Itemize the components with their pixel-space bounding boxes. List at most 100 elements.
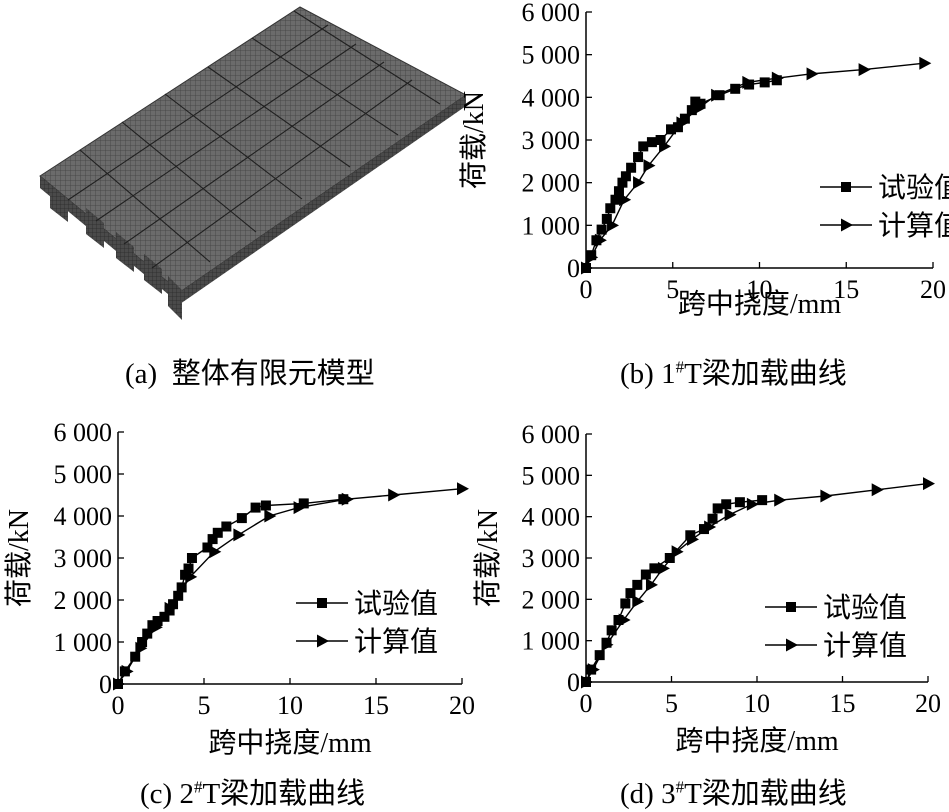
fe-model-image <box>39 6 467 320</box>
data-point-square <box>626 162 637 173</box>
data-point-square <box>601 213 612 224</box>
data-point-triangle-right <box>643 159 656 173</box>
data-point-square <box>180 569 191 580</box>
data-point-triangle-right <box>185 570 198 584</box>
caption-b-text: T梁加载曲线 <box>684 358 847 390</box>
data-point-square <box>698 524 709 535</box>
data-point-triangle-right <box>388 488 401 502</box>
y-tick-label: 1 000 <box>54 628 113 657</box>
data-point-triangle-right <box>806 67 819 81</box>
data-point-triangle-right <box>633 176 646 190</box>
y-tick-label: 6 000 <box>522 420 581 449</box>
data-point-triangle-right <box>457 482 469 496</box>
caption-d-num: 3 <box>661 778 676 810</box>
data-point-square <box>298 498 309 509</box>
x-tick-label: 15 <box>363 691 389 720</box>
y-tick-label: 2 000 <box>522 585 581 614</box>
x-tick-label: 5 <box>665 689 678 718</box>
data-point-square <box>655 135 666 145</box>
y-tick-label: 4 000 <box>522 83 581 112</box>
data-point-square <box>633 152 644 163</box>
legend-label: 计算值 <box>823 630 907 662</box>
y-tick-label: 5 000 <box>54 460 113 489</box>
y-tick-label: 3 000 <box>522 126 581 155</box>
data-point-triangle-right <box>121 664 134 678</box>
caption-b-label: (b) <box>620 358 654 390</box>
y-tick-label: 5 000 <box>522 461 581 490</box>
x-axis-label: 跨中挠度/mm <box>208 727 372 759</box>
y-tick-label: 1 000 <box>522 211 581 240</box>
data-point-square <box>759 77 770 88</box>
caption-a-label: (a) <box>125 358 158 390</box>
data-point-triangle-right <box>657 561 670 575</box>
data-point-square <box>594 650 605 661</box>
series-line-triangle-right <box>585 482 929 683</box>
data-point-square <box>620 171 631 182</box>
caption-c-sup: # <box>193 777 203 797</box>
data-point-triangle-right <box>587 663 600 677</box>
data-point-square <box>686 105 697 116</box>
caption-c: (c) 2#T梁加载曲线 <box>140 770 365 812</box>
data-point-triangle-right <box>871 483 884 497</box>
data-point-triangle-right <box>264 509 277 523</box>
legend-label: 计算值 <box>354 626 438 658</box>
data-point-triangle-right <box>150 620 163 634</box>
x-tick-label: 20 <box>915 689 941 718</box>
legend-marker-square <box>841 182 851 192</box>
data-point-triangle-right <box>771 71 784 85</box>
data-point-square <box>625 588 636 599</box>
data-point-square <box>596 224 607 235</box>
data-point-triangle-right <box>607 218 620 232</box>
caption-c-num: 2 <box>179 778 194 810</box>
data-point-triangle-right <box>687 532 700 546</box>
data-point-square <box>250 502 261 513</box>
data-point-triangle-right <box>671 545 684 559</box>
data-point-square <box>620 598 631 609</box>
caption-d: (d) 3#T梁加载曲线 <box>620 770 847 812</box>
y-tick-label: 6 000 <box>522 0 581 27</box>
caption-c-text: T梁加载曲线 <box>202 778 366 810</box>
caption-d-sup: # <box>675 777 685 797</box>
y-tick-label: 4 000 <box>54 502 113 531</box>
chart-d: 0 1 000 2 000 3 000 4 000 5 000 6 000 0 5 10 15 20 跨… <box>472 420 941 757</box>
data-point-square <box>186 553 197 563</box>
legend-label: 试验值 <box>878 172 949 204</box>
data-point-triangle-right <box>164 601 177 615</box>
data-point-square <box>159 611 170 622</box>
data-point-triangle-right <box>135 641 148 655</box>
y-tick-label: 0 <box>567 668 580 697</box>
data-point-triangle-right <box>209 545 222 559</box>
data-point-triangle-right <box>746 497 759 511</box>
series-line-triangle-right <box>585 62 925 269</box>
y-tick-label: 0 <box>567 254 580 283</box>
legend-label: 试验值 <box>823 592 907 624</box>
data-point-square <box>221 521 232 532</box>
caption-b-num: 1 <box>661 358 676 390</box>
data-point-triangle-right <box>594 233 607 247</box>
data-point-triangle-right <box>923 477 935 491</box>
data-point-triangle-right <box>233 528 246 542</box>
chart-c: 0 1 000 2 000 3 000 4 000 5 000 6 000 0 5 10 15 20 跨… <box>3 418 475 759</box>
x-tick-label: 20 <box>449 691 475 720</box>
data-point-triangle-right <box>293 501 306 515</box>
data-point-square <box>632 579 643 590</box>
x-tick-label: 15 <box>833 275 859 304</box>
data-point-square <box>707 513 718 524</box>
data-point-triangle-right <box>919 56 932 70</box>
data-point-square <box>610 194 621 205</box>
data-point-square <box>617 177 628 188</box>
chart-b: 0 1 000 2 000 3 000 4 000 5 000 6 000 0 5 10 15 20 跨… <box>458 0 949 320</box>
data-point-square <box>640 569 651 580</box>
series-line-square <box>585 499 763 683</box>
data-point-triangle-right <box>820 489 833 503</box>
x-axis-label: 跨中挠度/mm <box>675 725 839 757</box>
y-tick-label: 2 000 <box>54 586 113 615</box>
data-point-square <box>137 637 148 647</box>
legend-label: 试验值 <box>354 588 438 620</box>
data-point-triangle-right <box>704 520 717 534</box>
data-point-square <box>613 186 624 197</box>
data-point-square <box>695 98 706 109</box>
x-tick-label: 20 <box>920 275 946 304</box>
caption-a-text: 整体有限元模型 <box>171 358 375 390</box>
data-point-square <box>664 553 675 563</box>
